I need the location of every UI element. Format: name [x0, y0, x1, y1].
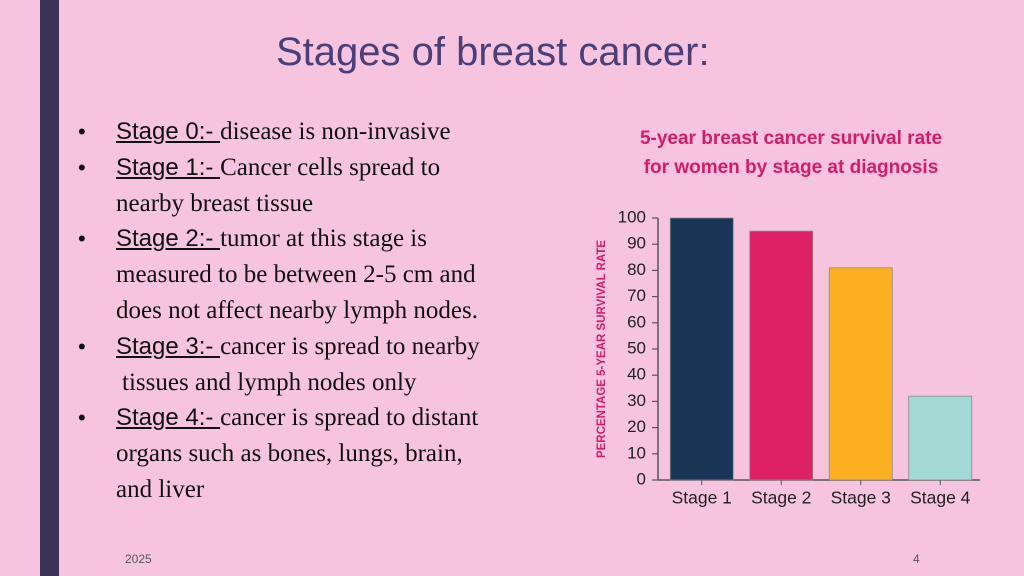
bar-stage-2	[749, 230, 814, 481]
bullet-stage-3: • Stage 3:- cancer is spread to nearby t…	[78, 329, 558, 401]
bar-stage-3	[828, 267, 893, 481]
survival-rate-bar-chart: PERCENTAGE 5-YEAR SURVIVAL RATE 0 10 20 30 40…	[596, 207, 980, 508]
bullet-stage-2: • Stage 2:- tumor at this stage is measu…	[78, 221, 558, 328]
slide-title: Stages of breast cancer:	[276, 30, 710, 74]
stage-1-text-line-2: nearby breast tissue	[116, 189, 314, 217]
bullet-stage-1: • Stage 1:- Cancer cells spread to nearb…	[78, 150, 558, 222]
y-tick-label-0: 0	[637, 469, 646, 488]
y-tick-label-20: 20	[627, 417, 646, 436]
y-tick-label-100: 100	[618, 207, 646, 226]
stage-2-label: Stage 2:-	[116, 225, 221, 253]
bullet-stage-0: • Stage 0:- disease is non-invasive	[78, 114, 558, 150]
stage-4-text-line-3: and liver	[116, 475, 205, 503]
y-tick-label-80: 80	[627, 260, 646, 279]
stage-4-text-line-1: cancer is spread to distant	[220, 404, 479, 432]
stage-3-text-line-1: cancer is spread to nearby	[220, 332, 480, 360]
stage-4-text-line-2: organs such as bones, lungs, brain,	[116, 440, 463, 468]
stage-0-label: Stage 0:-	[116, 118, 221, 145]
chart-title-line-1: 5-year breast cancer survival rate	[639, 128, 943, 149]
stage-2-text-line-2: measured to be between 2-5 cm and	[116, 261, 476, 289]
stage-bullet-list: • Stage 0:- disease is non-invasive • St…	[78, 114, 558, 508]
y-tick-label-30: 30	[627, 391, 646, 410]
y-tick-label-90: 90	[627, 234, 646, 253]
y-tick-label-60: 60	[627, 312, 646, 331]
chart-title: 5-year breast cancer survival rate for w…	[596, 124, 986, 182]
bullet-dot: •	[78, 333, 86, 359]
bullet-dot: •	[78, 405, 86, 431]
bullet-dot: •	[78, 154, 86, 180]
bar-stage-1	[669, 217, 734, 481]
left-accent-bar	[40, 0, 59, 576]
chart-title-line-2: for women by stage at diagnosis	[643, 157, 939, 178]
bar-stage-4	[908, 395, 973, 481]
y-axis-title: PERCENTAGE 5-YEAR SURVIVAL RATE	[596, 240, 608, 458]
stage-3-label: Stage 3:-	[116, 332, 221, 360]
stage-2-text-line-3: does not affect nearby lymph nodes.	[116, 296, 478, 324]
y-tick-label-50: 50	[627, 338, 646, 357]
y-tick-label-70: 70	[627, 286, 646, 305]
x-tick-label-stage-2: Stage 2	[751, 488, 811, 508]
bullet-stage-4: • Stage 4:- cancer is spread to distant …	[78, 400, 558, 507]
footer-year: 2025	[125, 552, 152, 566]
stage-0-text-line-1: disease is non-invasive	[220, 118, 451, 145]
stage-2-text-line-1: tumor at this stage is	[220, 225, 427, 253]
y-tick-label-10: 10	[627, 443, 646, 462]
bullet-dot: •	[78, 119, 86, 144]
stage-1-text-line-1: Cancer cells spread to	[220, 153, 441, 181]
x-tick-label-stage-4: Stage 4	[910, 488, 971, 508]
stage-1-label: Stage 1:-	[116, 153, 221, 181]
x-tick-label-stage-3: Stage 3	[831, 488, 891, 508]
x-tick-label-stage-1: Stage 1	[672, 488, 732, 508]
stage-4-label: Stage 4:-	[116, 404, 221, 432]
footer-page-number: 4	[913, 552, 920, 566]
y-tick-label-40: 40	[627, 365, 646, 384]
bullet-dot: •	[78, 226, 86, 252]
stage-3-text-line-2: tissues and lymph nodes only	[122, 368, 417, 396]
